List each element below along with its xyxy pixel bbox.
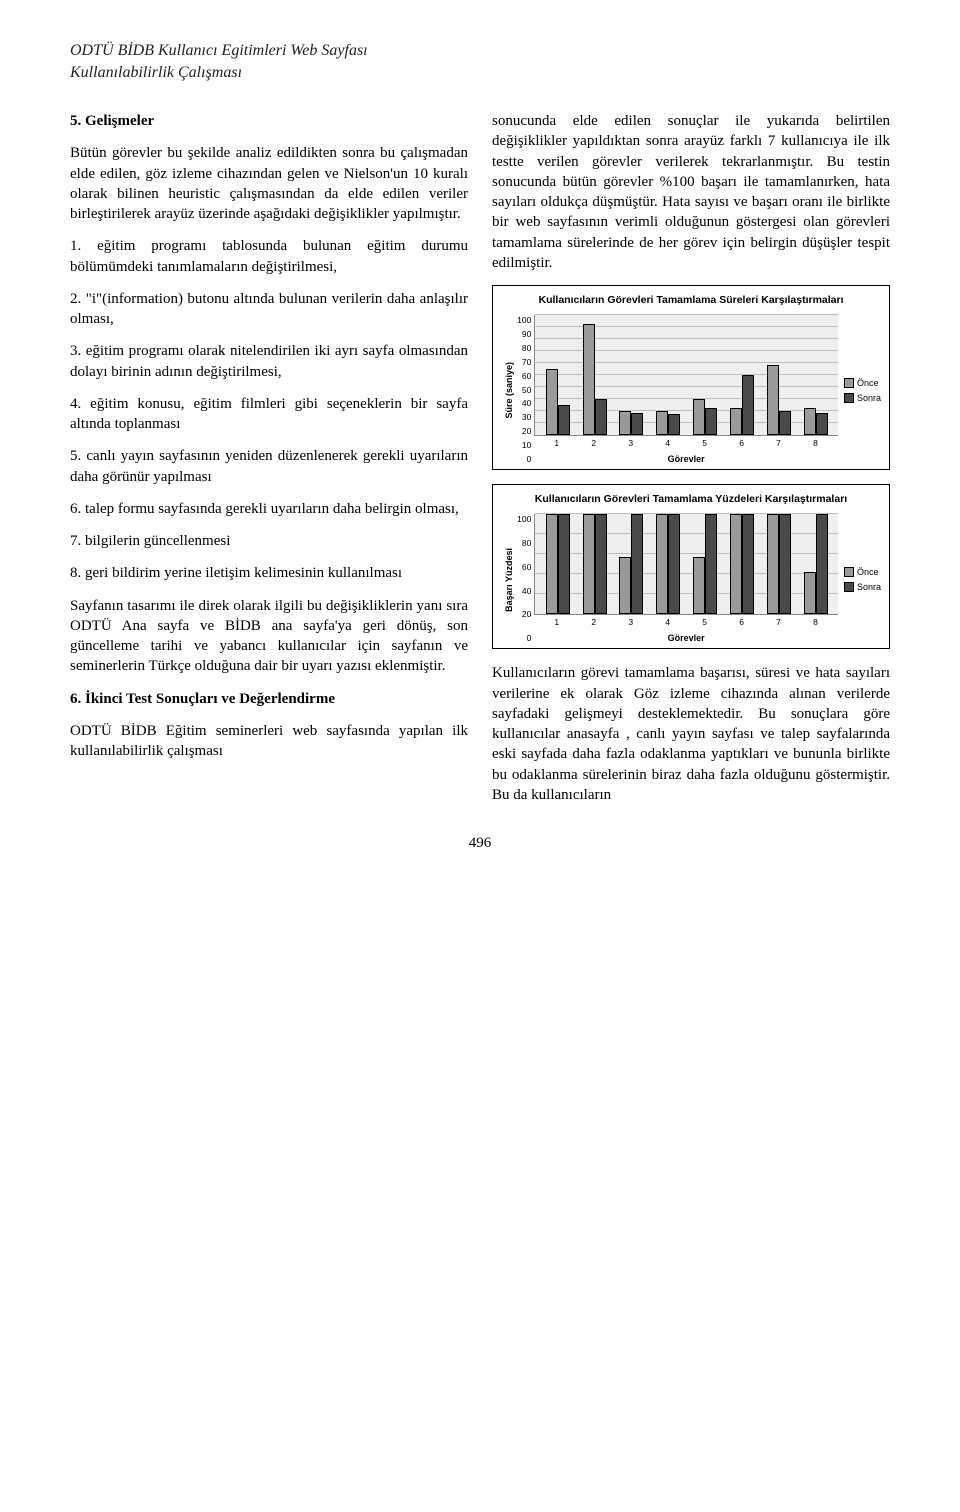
page-number: 496 [70,833,890,853]
bar-group [619,514,643,613]
legend-label: Önce [857,377,879,389]
section-6-title: 6. İkinci Test Sonuçları ve Değerlendirm… [70,689,468,709]
bar-group [546,315,570,434]
item-5: 5. canlı yayın sayfasının yeniden düzenl… [70,446,468,487]
bar [730,408,742,434]
bar-group [730,514,754,613]
bar [668,414,680,434]
legend-item: Önce [844,566,881,578]
bar-group [583,514,607,613]
bar-group [656,514,680,613]
x-axis-label: Görevler [534,632,838,644]
legend-swatch [844,582,854,592]
left-paragraph-2: Sayfanın tasarımı ile direk olarak ilgil… [70,596,468,677]
chart-title: Kullanıcıların Görevleri Tamamlama Sürel… [501,294,881,307]
y-axis-label: Başarı Yüzdesi [501,548,517,612]
bar [816,514,828,613]
item-4: 4. eğitim konusu, eğitim filmleri gibi s… [70,394,468,435]
chart-title: Kullanıcıların Görevleri Tamamlama Yüzde… [501,493,881,506]
item-8: 8. geri bildirim yerine iletişim kelimes… [70,563,468,583]
bar [546,369,558,435]
bar [546,514,558,613]
item-6: 6. talep formu sayfasında gerekli uyarıl… [70,499,468,519]
left-paragraph-1: Bütün görevler bu şekilde analiz edildik… [70,143,468,224]
left-paragraph-3: ODTÜ BİDB Eğitim seminerleri web sayfası… [70,721,468,762]
y-axis-ticks: 100806040200 [517,514,534,644]
bar [779,514,791,613]
legend-swatch [844,393,854,403]
legend: Önce Sonra [838,514,881,644]
bar [631,413,643,434]
bar-group [767,514,791,613]
chart-2-percentage: Kullanıcıların Görevleri Tamamlama Yüzde… [492,484,890,649]
right-column: sonucunda elde edilen sonuçlar ile yukar… [492,111,890,805]
bar [583,514,595,613]
bar [656,411,668,435]
legend-label: Önce [857,566,879,578]
bar [668,514,680,613]
right-paragraph-2: Kullanıcıların görevi tamamlama başarısı… [492,663,890,805]
running-header: ODTÜ BİDB Kullanıcı Egitimleri Web Sayfa… [70,40,890,83]
chart-1-duration: Kullanıcıların Görevleri Tamamlama Sürel… [492,285,890,470]
item-1: 1. eğitim programı tablosunda bulunan eğ… [70,236,468,277]
bar [656,514,668,613]
plot-area [534,514,838,614]
legend-label: Sonra [857,392,881,404]
y-axis-label: Süre (saniye) [501,362,517,419]
header-line-1: ODTÜ BİDB Kullanıcı Egitimleri Web Sayfa… [70,40,890,62]
bar [619,411,631,435]
header-line-2: Kullanılabilirlik Çalışması [70,62,890,84]
bar [631,514,643,613]
bar [730,514,742,613]
legend-item: Önce [844,377,881,389]
bar-group [656,315,680,434]
bar [804,408,816,434]
bar-group [583,315,607,434]
bar-group [693,514,717,613]
bar [619,557,631,614]
x-axis-ticks: 12345678 [534,436,838,449]
bar [804,572,816,614]
bar [816,413,828,434]
bar-group [546,514,570,613]
bar [595,514,607,613]
section-5-title: 5. Gelişmeler [70,111,468,131]
bar [742,375,754,435]
legend: Önce Sonra [838,315,881,465]
bar [693,557,705,614]
left-column: 5. Gelişmeler Bütün görevler bu şekilde … [70,111,468,805]
bar [705,514,717,613]
legend-swatch [844,567,854,577]
bar [583,324,595,435]
bar [742,514,754,613]
bar [767,514,779,613]
bar-group [804,315,828,434]
y-axis-ticks: 1009080706050403020100 [517,315,534,465]
legend-item: Sonra [844,392,881,404]
bar [693,399,705,435]
bar-group [730,315,754,434]
x-axis-ticks: 12345678 [534,615,838,628]
bar [767,365,779,434]
item-7: 7. bilgilerin güncellenmesi [70,531,468,551]
bar-group [804,514,828,613]
item-2: 2. "i"(information) butonu altında bulun… [70,289,468,330]
bar-group [767,315,791,434]
bar [558,405,570,435]
two-column-layout: 5. Gelişmeler Bütün görevler bu şekilde … [70,111,890,805]
bar [705,408,717,434]
legend-label: Sonra [857,581,881,593]
bar [779,411,791,435]
x-axis-label: Görevler [534,453,838,465]
right-paragraph-1: sonucunda elde edilen sonuçlar ile yukar… [492,111,890,273]
bar-group [619,315,643,434]
legend-item: Sonra [844,581,881,593]
plot-area [534,315,838,435]
legend-swatch [844,378,854,388]
bar [558,514,570,613]
bar-group [693,315,717,434]
item-3: 3. eğitim programı olarak nitelendirilen… [70,341,468,382]
bar [595,399,607,435]
